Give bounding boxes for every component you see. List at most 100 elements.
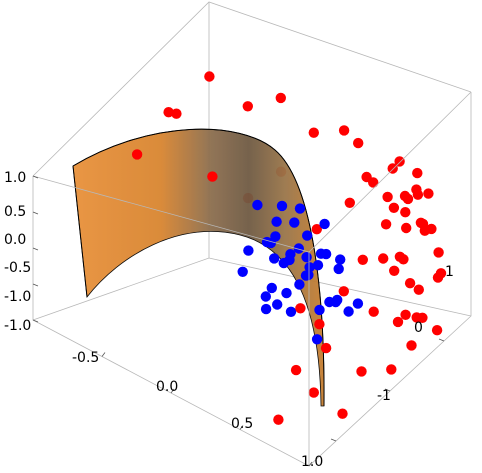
red-series-front: [131, 107, 447, 425]
red-point: [406, 340, 417, 351]
red-point: [389, 265, 400, 276]
red-point: [308, 387, 319, 398]
blue-point: [252, 199, 263, 211]
red-point: [388, 202, 400, 213]
blue-point: [289, 217, 300, 228]
tick-mark: [32, 319, 39, 323]
red-point: [171, 108, 182, 119]
red-point: [415, 217, 427, 228]
z-tick-label: -0.5: [4, 260, 31, 276]
blue-point: [343, 306, 354, 317]
red-point: [400, 207, 411, 218]
red-point: [308, 127, 319, 138]
blue-point: [293, 243, 304, 254]
red-point: [338, 286, 349, 297]
blue-point: [314, 304, 325, 316]
blue-point: [243, 245, 254, 256]
red-point: [356, 366, 367, 377]
red-point: [131, 149, 143, 160]
red-point: [431, 325, 443, 336]
x-tick-label: -0.5: [72, 350, 99, 366]
red-point: [314, 319, 325, 330]
red-point: [163, 107, 174, 118]
red-point: [386, 364, 397, 375]
blue-point: [278, 257, 289, 269]
red-point: [400, 309, 411, 320]
blue-point: [300, 270, 312, 281]
red-point: [378, 253, 389, 264]
red-point: [320, 342, 332, 354]
red-point: [398, 254, 409, 265]
blue-point: [272, 299, 283, 310]
blue-point: [332, 294, 343, 306]
red-point: [337, 408, 348, 419]
red-point: [273, 414, 284, 425]
tick-mark: [384, 388, 391, 392]
red-point: [275, 92, 286, 104]
red-point: [423, 188, 434, 199]
red-point: [357, 254, 368, 265]
blue-point: [301, 252, 312, 263]
tick-mark: [170, 388, 175, 394]
z-tick-label-extra: -1.0: [4, 318, 31, 334]
red-point: [412, 167, 423, 179]
red-point: [426, 223, 437, 235]
red-point: [392, 316, 404, 328]
z-tick-label: 0.0: [4, 232, 26, 248]
y-tick-label: 0: [414, 320, 423, 336]
red-point: [368, 177, 379, 188]
blue-point: [266, 282, 277, 294]
blue-point: [237, 266, 248, 277]
blue-point: [260, 303, 272, 315]
red-point: [242, 101, 253, 112]
blue-point: [269, 253, 280, 264]
blue-point: [260, 291, 271, 302]
blue-point: [320, 248, 332, 260]
blue-point: [335, 254, 346, 265]
cylinder-surface: [72, 128, 325, 407]
blue-point: [312, 260, 324, 271]
tick-mark: [32, 175, 39, 179]
x-tick-label: 0.5: [231, 416, 253, 432]
blue-point: [271, 216, 282, 227]
red-point: [413, 284, 424, 295]
red-point: [353, 137, 364, 149]
z-tick-label: 0.5: [4, 204, 26, 220]
red-point: [204, 71, 215, 82]
blue-point: [276, 200, 288, 212]
red-point: [368, 306, 379, 317]
red-point: [411, 312, 422, 323]
tick-mark: [438, 338, 445, 342]
tick-mark: [239, 425, 244, 430]
z-tick-label: 1.0: [4, 170, 26, 186]
red-point: [412, 189, 424, 200]
red-point: [401, 222, 412, 234]
red-point: [404, 278, 416, 289]
x-tick-label: 1.0: [301, 454, 323, 470]
blue-point: [270, 231, 281, 242]
z-tick-label: -1.0: [4, 289, 31, 305]
blue-point: [294, 279, 305, 290]
blue-point: [285, 306, 297, 317]
tick-mark: [32, 283, 39, 287]
red-point: [432, 272, 444, 283]
y-tick-label: -1: [377, 388, 391, 404]
red-point: [207, 171, 218, 182]
blue-series: [237, 199, 364, 345]
red-point: [382, 191, 393, 203]
y-tick-label: 1: [445, 264, 454, 280]
tick-mark: [101, 352, 106, 357]
x-tick-label: 0.0: [156, 379, 178, 395]
blue-point: [352, 298, 364, 309]
red-point: [399, 190, 411, 202]
blue-point: [333, 263, 344, 275]
red-point: [344, 197, 355, 208]
tick-marks: [32, 175, 445, 467]
tick-mark: [32, 211, 39, 215]
red-point: [338, 125, 350, 136]
red-point: [394, 156, 405, 167]
tick-mark: [308, 461, 313, 467]
blue-point: [285, 249, 296, 260]
blue-point: [281, 287, 292, 299]
